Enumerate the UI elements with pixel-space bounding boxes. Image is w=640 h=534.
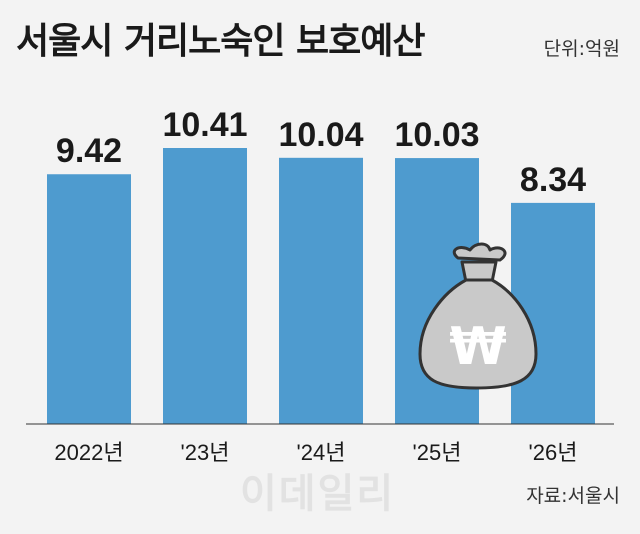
- value-label-0: 9.42: [56, 132, 122, 170]
- x-tick-label-0: 2022년: [54, 440, 123, 465]
- value-label-3: 10.03: [394, 116, 479, 154]
- source-label: 자료:서울시: [526, 485, 620, 507]
- x-tick-labels-group: 2022년 '23년 '24년 '25년 '26년: [54, 440, 577, 465]
- value-label-4: 8.34: [520, 161, 586, 199]
- value-label-1: 10.41: [162, 106, 247, 144]
- svg-text:₩: ₩: [449, 317, 506, 377]
- chart-title: 서울시 거리노숙인 보호예산: [16, 21, 426, 62]
- value-labels-group: 9.42 10.41 10.04 10.03 8.34: [56, 106, 586, 199]
- unit-label: 단위:억원: [543, 38, 620, 60]
- bar-1: [163, 148, 247, 424]
- watermark-logo: 이데일리: [240, 471, 396, 517]
- x-tick-label-3: '25년: [413, 440, 462, 465]
- x-tick-label-2: '24년: [297, 440, 346, 465]
- value-label-2: 10.04: [278, 116, 363, 154]
- x-tick-label-1: '23년: [181, 440, 230, 465]
- bar-2: [279, 157, 363, 424]
- bar-0: [47, 174, 131, 424]
- money-bag-won-icon: ₩: [418, 242, 538, 390]
- x-tick-label-4: '26년: [529, 440, 578, 465]
